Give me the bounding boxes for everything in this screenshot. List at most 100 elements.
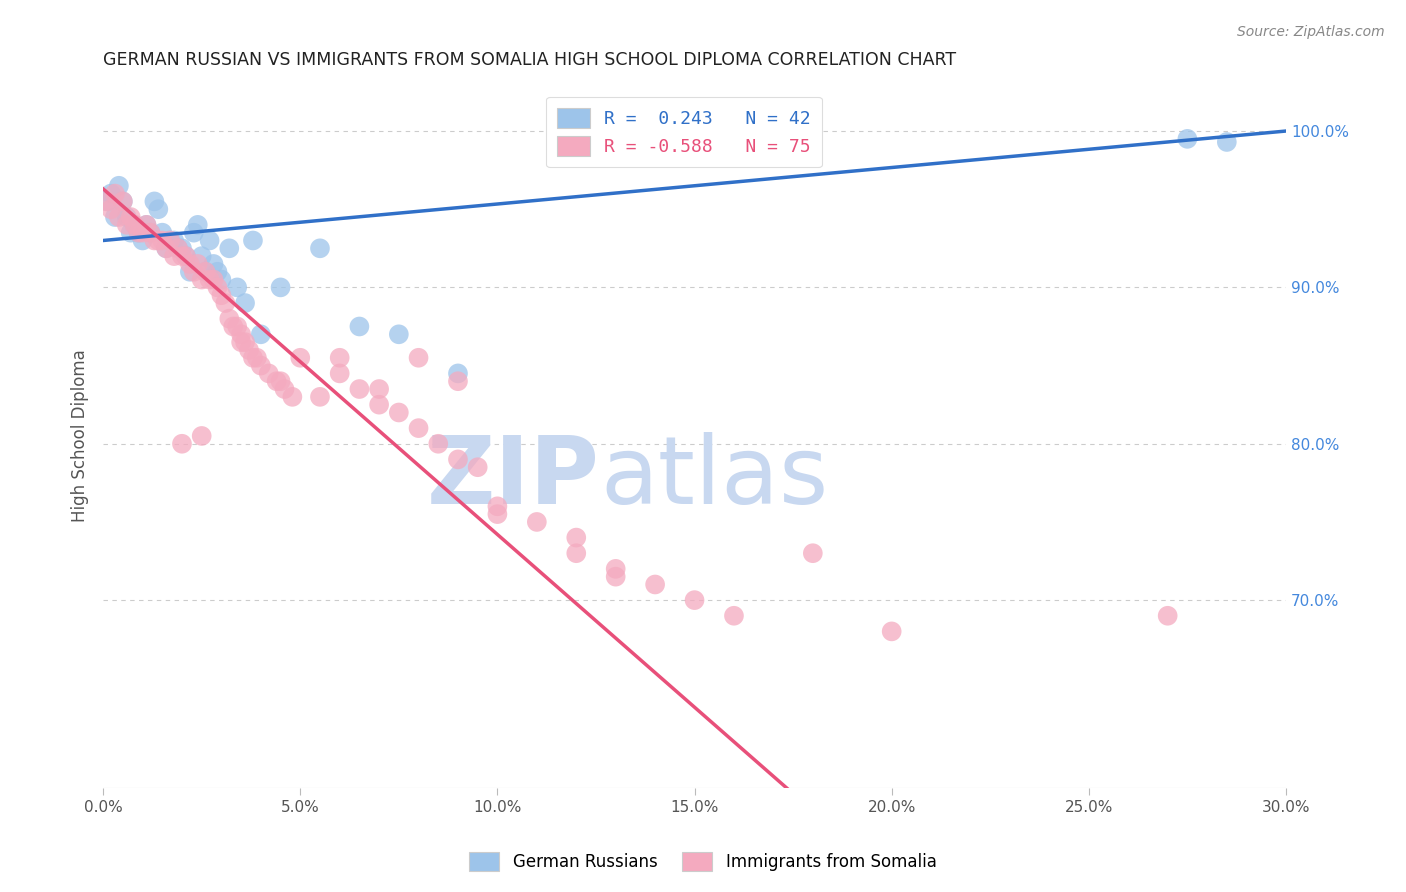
Point [222, 319, 245, 334]
Point [447, 367, 470, 381]
Point [183, 265, 205, 279]
Point [486, 500, 509, 514]
Point [128, 226, 150, 240]
Point [214, 296, 236, 310]
Point [246, 351, 269, 365]
Point [100, 202, 122, 217]
Point [187, 218, 209, 232]
Point [233, 296, 256, 310]
Point [115, 210, 138, 224]
Point [329, 367, 352, 381]
Point [565, 546, 588, 560]
Point [135, 218, 157, 232]
Point [155, 241, 177, 255]
Y-axis label: High School Diploma: High School Diploma [72, 350, 89, 523]
Point [143, 234, 166, 248]
Point [194, 265, 217, 279]
Point [218, 241, 240, 255]
Point [226, 319, 249, 334]
Point [179, 265, 201, 279]
Legend: German Russians, Immigrants from Somalia: German Russians, Immigrants from Somalia [461, 843, 945, 880]
Point [801, 546, 824, 560]
Point [167, 241, 190, 255]
Point [408, 421, 430, 435]
Point [368, 398, 391, 412]
Point [143, 194, 166, 209]
Point [266, 374, 288, 388]
Point [309, 390, 332, 404]
Point [131, 234, 153, 248]
Point [233, 335, 256, 350]
Point [486, 507, 509, 521]
Point [273, 382, 295, 396]
Point [135, 218, 157, 232]
Point [190, 249, 212, 263]
Point [108, 178, 131, 193]
Point [104, 210, 127, 224]
Point [100, 186, 122, 201]
Point [96, 194, 118, 209]
Point [202, 272, 225, 286]
Point [190, 429, 212, 443]
Point [388, 327, 411, 342]
Point [329, 351, 352, 365]
Point [159, 234, 181, 248]
Point [96, 194, 118, 209]
Point [408, 351, 430, 365]
Point [150, 226, 173, 240]
Point [242, 234, 264, 248]
Point [447, 374, 470, 388]
Point [209, 288, 232, 302]
Point [281, 390, 304, 404]
Point [605, 569, 627, 583]
Point [1156, 608, 1178, 623]
Point [139, 226, 162, 240]
Point [187, 257, 209, 271]
Point [1177, 132, 1199, 146]
Point [115, 218, 138, 232]
Point [198, 272, 221, 286]
Point [257, 367, 280, 381]
Point [368, 382, 391, 396]
Point [148, 234, 170, 248]
Point [242, 351, 264, 365]
Point [270, 374, 292, 388]
Legend: R =  0.243   N = 42, R = -0.588   N = 75: R = 0.243 N = 42, R = -0.588 N = 75 [547, 96, 821, 168]
Point [723, 608, 745, 623]
Point [139, 226, 162, 240]
Point [526, 515, 548, 529]
Point [427, 436, 450, 450]
Point [250, 359, 273, 373]
Point [131, 226, 153, 240]
Point [128, 226, 150, 240]
Point [174, 249, 197, 263]
Point [155, 241, 177, 255]
Point [170, 241, 193, 255]
Point [349, 319, 371, 334]
Point [170, 249, 193, 263]
Text: GERMAN RUSSIAN VS IMMIGRANTS FROM SOMALIA HIGH SCHOOL DIPLOMA CORRELATION CHART: GERMAN RUSSIAN VS IMMIGRANTS FROM SOMALI… [103, 51, 956, 69]
Point [163, 234, 186, 248]
Point [120, 210, 142, 224]
Point [124, 218, 146, 232]
Point [167, 241, 190, 255]
Text: Source: ZipAtlas.com: Source: ZipAtlas.com [1237, 25, 1385, 39]
Point [467, 460, 489, 475]
Point [209, 272, 232, 286]
Point [190, 272, 212, 286]
Point [270, 280, 292, 294]
Point [111, 194, 134, 209]
Point [683, 593, 706, 607]
Point [447, 452, 470, 467]
Point [124, 218, 146, 232]
Point [238, 343, 260, 357]
Point [229, 327, 252, 342]
Point [163, 249, 186, 263]
Point [250, 327, 273, 342]
Point [644, 577, 666, 591]
Point [880, 624, 903, 639]
Point [159, 234, 181, 248]
Point [349, 382, 371, 396]
Point [183, 226, 205, 240]
Point [170, 436, 193, 450]
